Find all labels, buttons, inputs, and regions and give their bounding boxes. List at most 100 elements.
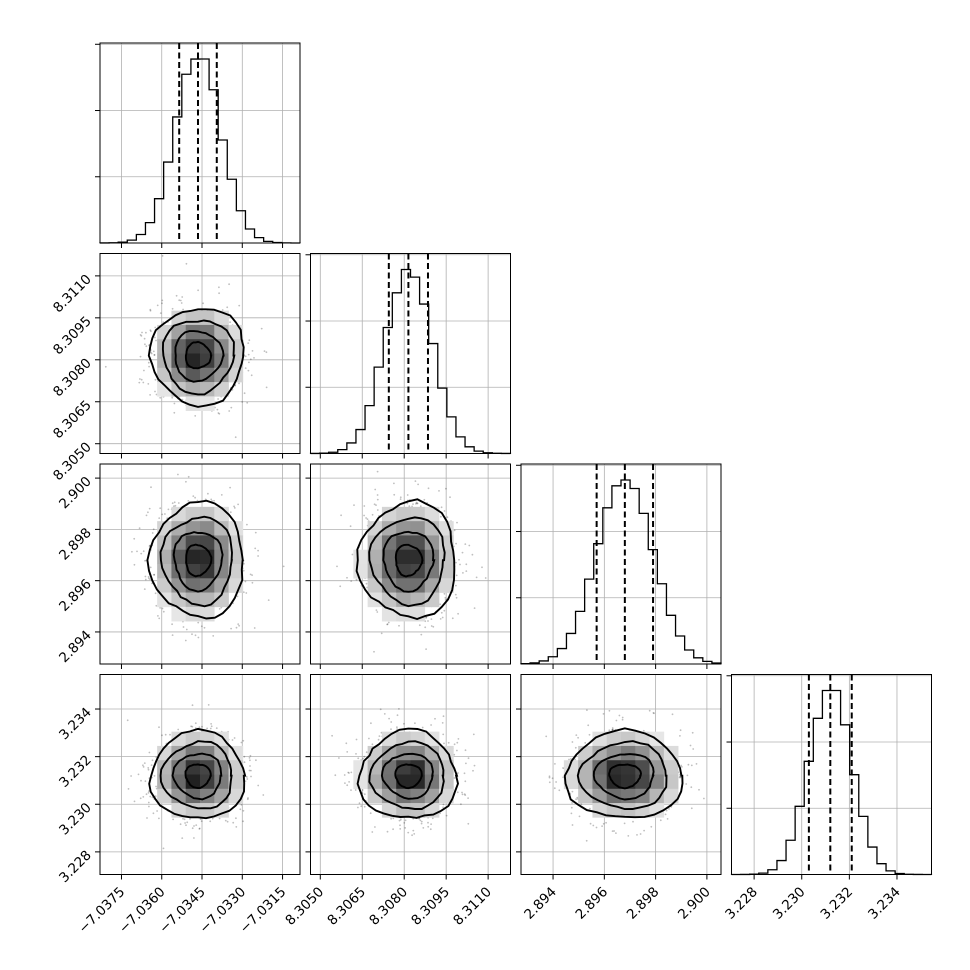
sample-point [692,748,695,750]
y-tick-label: 3.228 [56,847,95,886]
sample-point [363,755,366,758]
sample-point [461,793,464,796]
density-cell [367,549,383,565]
x-tick-label: 8.3065 [324,884,369,929]
sample-point [161,302,163,305]
sample-point [363,505,366,507]
sample-point [257,549,259,552]
sample-point [347,771,350,774]
density-cell [171,535,187,551]
density-cell [592,760,608,775]
sample-point [144,780,147,783]
sample-point [383,713,386,715]
sample-point [471,553,474,556]
sample-point [144,559,146,562]
density-cell [171,310,187,326]
density-cell [157,592,172,608]
sample-point [387,621,390,624]
sample-point [336,565,338,568]
sample-point [666,818,669,820]
sample-point [346,576,348,579]
sample-point [615,719,618,722]
sample-point [331,734,333,737]
contour-line [159,740,233,810]
density-cell [228,578,244,593]
sample-point [146,817,148,819]
sample-point [415,501,418,504]
sample-point [618,714,621,717]
sample-point [142,796,145,798]
hist-panel-3 [730,674,933,876]
y-tick-label: 8.3050 [50,439,95,484]
sample-point [229,321,232,324]
density-cell [157,549,172,565]
sample-point [642,729,645,732]
sample-point [403,722,405,725]
sample-point [605,821,607,824]
sample-point [242,739,245,742]
sample-point [147,511,149,514]
sample-point [416,502,418,505]
sample-point [257,555,259,557]
density-cell [439,549,454,565]
sample-point [575,734,578,736]
sample-point [343,774,346,776]
sample-point [350,771,353,774]
sample-point [412,503,414,505]
sample-point [441,616,444,619]
sample-point [668,808,670,810]
contour-line [394,543,424,578]
sample-point [171,396,174,399]
contour-line [355,498,456,621]
sample-point [161,607,164,610]
sample-point [171,307,174,310]
contour-line [368,516,446,608]
density-cell [214,382,229,397]
sample-point [197,636,200,639]
y-tick-label: 8.3065 [50,397,95,442]
sample-point [145,793,148,796]
sample-point [393,493,396,496]
density-cell [367,578,383,593]
sample-point [481,566,483,569]
sample-point [210,723,213,725]
sample-point [459,563,461,566]
sample-point [191,827,194,830]
sample-point [150,352,153,355]
density-cell [185,564,201,579]
sample-point [415,502,417,505]
sample-point [355,753,357,755]
sample-point [439,618,442,620]
sample-point [209,820,212,823]
sample-point [137,773,140,776]
contour-line [368,740,445,810]
sample-point [206,727,209,730]
density-cell [185,310,201,326]
sample-point [346,751,349,753]
sample-point [652,712,655,714]
sample-point [358,802,361,805]
sample-point [202,302,205,305]
sample-point [140,378,143,381]
sample-point [639,833,642,835]
sample-point [425,648,427,650]
sample-point [445,487,447,490]
sample-point [226,820,229,823]
sample-point [149,795,152,798]
sample-point [143,762,146,764]
sample-point [139,334,142,336]
sample-point [228,283,231,286]
x-tick-label: 8.3110 [450,884,495,929]
sample-point [602,713,605,715]
sample-point [155,785,158,788]
sample-point [608,729,611,732]
x-tick-label: 8.3050 [282,884,327,929]
sample-point [653,712,655,715]
sample-point [348,781,350,783]
sample-point [257,784,260,787]
sample-point [171,502,174,505]
contour-line [185,543,213,578]
sample-point [562,776,565,779]
sample-point [229,511,232,514]
